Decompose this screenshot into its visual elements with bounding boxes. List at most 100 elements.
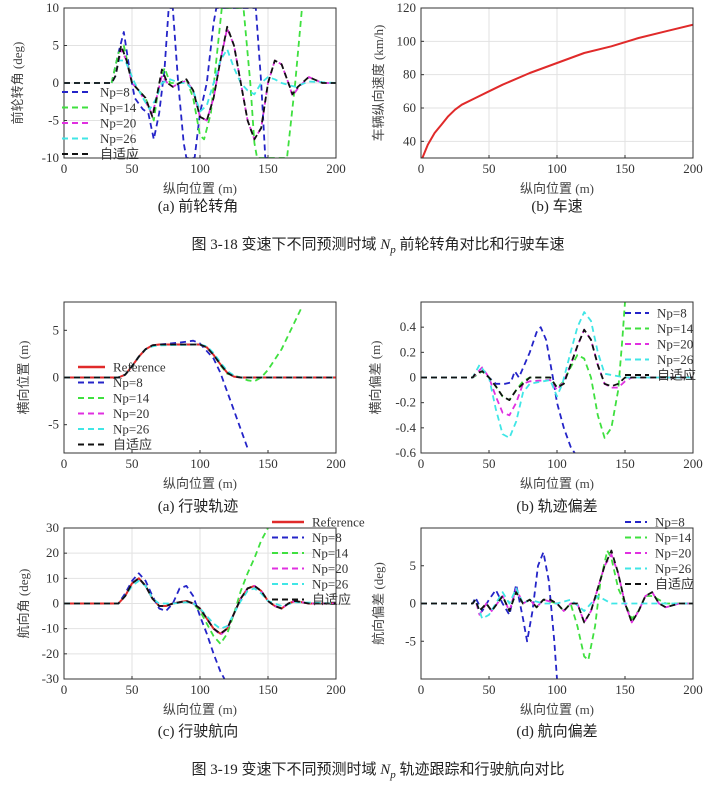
- caption-suffix: 前轮转角对比和行驶车速: [395, 237, 565, 253]
- x-tick-label: 150: [615, 682, 635, 697]
- y-tick-label: 120: [397, 0, 417, 15]
- series-line-Np=14: [64, 306, 303, 383]
- x-axis-label: 纵向位置 (m): [520, 181, 594, 196]
- series-group: [421, 302, 693, 453]
- x-axis-label: 纵向位置 (m): [163, 181, 237, 196]
- y-tick-label: -5: [405, 633, 416, 648]
- x-tick-label: 100: [190, 161, 210, 176]
- y-axis-label: 车辆纵向速度 (km/h): [371, 25, 386, 142]
- chart-panel-3: 0 50 100 150 200 -0.6 -0.4 -0.2 0 0.2 0.4 纵向位置 (m) 横…: [368, 301, 703, 491]
- caption-prefix: 图 3-18 变速下不同预测时域: [191, 237, 381, 253]
- x-tick-label: 0: [61, 456, 68, 471]
- legend-label: Np=20: [113, 406, 149, 421]
- y-tick-label: 0: [410, 370, 417, 385]
- legend-label: Np=20: [100, 116, 136, 131]
- x-tick-label: 200: [683, 456, 703, 471]
- figure-caption-3-18: 图 3-18 变速下不同预测时域 Np 前轮转角对比和行驶车速: [191, 236, 564, 259]
- x-tick-label: 150: [615, 161, 635, 176]
- y-tick-label: 0.2: [400, 344, 416, 359]
- caption-prefix: 图 3-19 变速下不同预测时域: [191, 762, 381, 778]
- y-tick-label: 10: [46, 0, 59, 15]
- legend-label: Np=26: [100, 131, 137, 146]
- caption-trajectory-error: (b) 轨迹偏差: [516, 499, 598, 515]
- caption-heading-error: (d) 航向偏差: [516, 724, 598, 740]
- series-line-Np=26: [421, 587, 693, 620]
- y-axis-label: 前轮转角 (deg): [10, 42, 25, 125]
- x-tick-label: 0: [61, 161, 68, 176]
- legend-label: 自适应: [657, 368, 696, 383]
- series-line-自适应: [421, 549, 693, 624]
- x-tick-label: 0: [418, 682, 425, 697]
- plot-frame: [63, 527, 337, 680]
- x-tick-label: 50: [483, 161, 496, 176]
- x-tick-label: 100: [190, 682, 210, 697]
- legend-label: 自适应: [100, 147, 139, 162]
- series-line-Np=8: [64, 572, 226, 679]
- x-axis-label: 纵向位置 (m): [163, 702, 237, 717]
- y-tick-label: 5: [410, 558, 417, 573]
- series-group: [64, 306, 336, 449]
- y-axis-label: 横向位置 (m): [16, 340, 31, 414]
- y-tick-label: -10: [42, 150, 59, 165]
- y-tick-label: 30: [46, 520, 59, 535]
- y-tick-label: -0.4: [395, 420, 416, 435]
- x-tick-label: 0: [418, 456, 425, 471]
- y-tick-label: -5: [48, 417, 59, 432]
- y-tick-label: -10: [42, 621, 59, 636]
- series-line-Np=8: [64, 339, 249, 449]
- y-tick-label: 100: [397, 33, 417, 48]
- caption-heading: (c) 行驶航向: [157, 724, 239, 740]
- y-tick-label: 0: [53, 75, 60, 90]
- legend-label: Np=26: [655, 561, 692, 576]
- y-tick-label: 60: [403, 100, 416, 115]
- x-tick-label: 0: [61, 682, 68, 697]
- x-tick-label: 150: [258, 161, 278, 176]
- x-tick-label: 50: [126, 682, 139, 697]
- series-line-自适应: [64, 25, 336, 141]
- y-tick-label: 20: [46, 545, 59, 560]
- series-line-自适应: [64, 343, 336, 379]
- x-tick-label: 200: [683, 161, 703, 176]
- y-axis-label: 横向偏差 (m): [368, 340, 383, 414]
- y-tick-label: 40: [403, 133, 416, 148]
- x-tick-label: 100: [547, 682, 567, 697]
- y-tick-label: 80: [403, 67, 416, 82]
- plot-frame: [420, 301, 694, 454]
- legend-label: Np=14: [312, 546, 349, 561]
- legend-label: Np=8: [657, 306, 687, 321]
- y-tick-label: -0.6: [395, 445, 416, 460]
- caption-suffix: 轨迹跟踪和行驶航向对比: [395, 762, 565, 778]
- x-tick-label: 150: [615, 456, 635, 471]
- legend-label: Np=14: [657, 321, 694, 336]
- x-axis-label: 纵向位置 (m): [520, 702, 594, 717]
- y-tick-label: -20: [42, 646, 59, 661]
- legend-label: Np=8: [312, 530, 342, 545]
- x-tick-label: 200: [683, 682, 703, 697]
- series-line-Np=26: [64, 580, 336, 630]
- caption-front-wheel-angle: (a) 前轮转角: [157, 199, 239, 215]
- chart-panel-4: 0 50 100 150 200 -30 -20 -10 0 10 20 30 纵向位置 (m) 航向角 …: [16, 515, 365, 718]
- y-axis-label: 航向偏差 (deg): [371, 562, 386, 645]
- legend-label: Np=8: [100, 85, 130, 100]
- caption-symbol: N: [380, 237, 391, 253]
- series-group: [421, 23, 693, 158]
- figure-caption-3-19: 图 3-19 变速下不同预测时域 Np 轨迹跟踪和行驶航向对比: [191, 761, 564, 784]
- series-group: [421, 549, 693, 679]
- legend-label: Np=26: [657, 352, 694, 367]
- y-tick-label: 10: [46, 570, 59, 585]
- y-tick-label: -0.2: [395, 395, 416, 410]
- y-tick-label: 5: [53, 38, 60, 53]
- legend-label: Reference: [113, 360, 166, 375]
- x-tick-label: 200: [326, 456, 346, 471]
- legend-label: Np=14: [100, 100, 137, 115]
- x-tick-label: 100: [190, 456, 210, 471]
- chart-panel-0: 0 50 100 150 200 -10 -5 0 5 10 纵向位置 (m) 前轮转角 (deg) N…: [10, 0, 346, 196]
- caption-vehicle-speed: (b) 车速: [531, 199, 583, 215]
- series-line-自适应: [64, 577, 336, 635]
- caption-trajectory: (a) 行驶轨迹: [157, 499, 239, 515]
